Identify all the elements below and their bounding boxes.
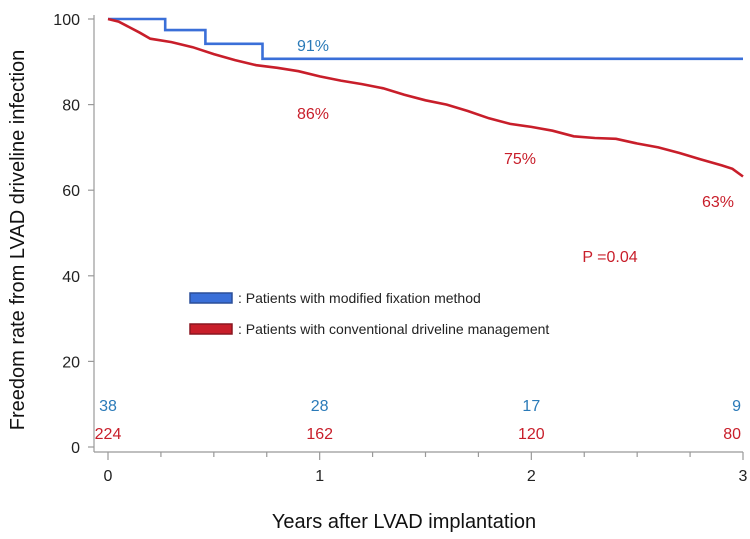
x-tick-label: 1 — [315, 468, 324, 485]
at-risk-count: 9 — [732, 398, 741, 415]
x-tick-label: 3 — [739, 468, 748, 485]
annotation-red-2yr: 75% — [504, 151, 536, 168]
x-axis-title: Years after LVAD implantation — [272, 511, 536, 533]
y-tick-label: 60 — [62, 183, 80, 200]
legend-label-modified-fixation: : Patients with modified fixation method — [238, 290, 481, 306]
at-risk-count: 162 — [306, 426, 333, 443]
at-risk-count: 38 — [99, 398, 117, 415]
legend-swatch-modified-fixation — [189, 292, 233, 304]
y-tick-label: 20 — [62, 354, 80, 371]
legend: : Patients with modified fixation method… — [189, 290, 549, 337]
at-risk-count: 17 — [522, 398, 540, 415]
p-value-label: P =0.04 — [582, 249, 637, 266]
series-line-modified-fixation — [108, 17, 743, 61]
at-risk-row-conventional-management: 224 162 120 80 — [95, 426, 741, 443]
y-axis-title: Freedom rate from LVAD driveline infecti… — [7, 50, 29, 431]
at-risk-count: 28 — [311, 398, 329, 415]
at-risk-row-modified-fixation: 38 28 17 9 — [99, 398, 741, 415]
at-risk-count: 80 — [723, 426, 741, 443]
annotation-red-3yr: 63% — [702, 194, 734, 211]
x-tick-label: 2 — [527, 468, 536, 485]
annotation-blue-1yr: 91% — [297, 38, 329, 55]
at-risk-count: 224 — [95, 426, 122, 443]
x-tick-label: 0 — [104, 468, 113, 485]
y-tick-label: 80 — [62, 98, 80, 115]
y-tick-label: 40 — [62, 269, 80, 286]
y-tick-label: 100 — [53, 12, 80, 29]
at-risk-count: 120 — [518, 426, 545, 443]
legend-label-conventional-management: : Patients with conventional driveline m… — [238, 321, 549, 337]
legend-swatch-conventional-management — [189, 323, 233, 335]
y-tick-label: 0 — [71, 440, 80, 457]
series-line-conventional-management — [107, 17, 744, 178]
annotation-red-1yr: 86% — [297, 106, 329, 123]
